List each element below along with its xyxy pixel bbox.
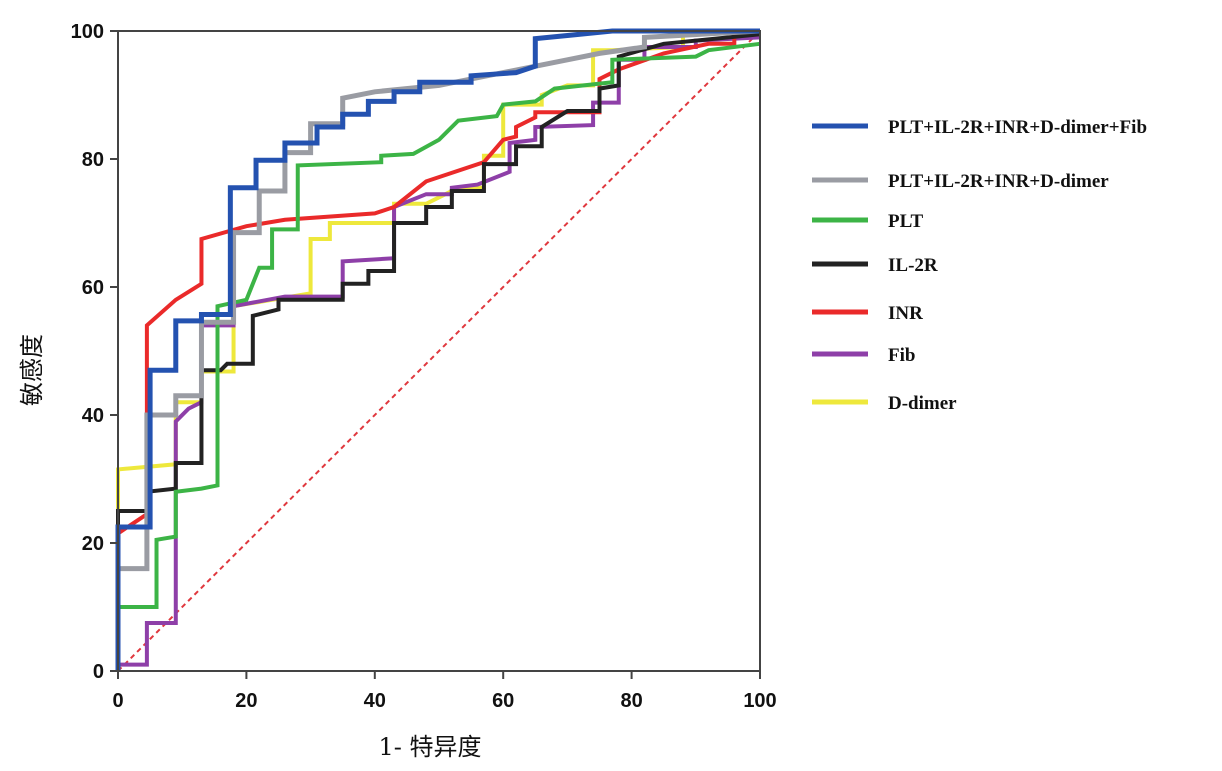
legend: PLT+IL-2R+INR+D-dimer+Fib PLT+IL-2R+INR+D… — [812, 117, 1147, 414]
y-tick-label: 40 — [82, 405, 104, 427]
y-axis-label: 敏感度 — [18, 334, 46, 406]
y-tick-label: 0 — [93, 661, 104, 683]
legend-label-1: PLT+IL-2R+INR+D-dimer — [888, 171, 1109, 192]
y-tick-label: 60 — [82, 277, 104, 299]
reference-line — [117, 30, 761, 672]
x-tick-label: 0 — [112, 690, 123, 712]
series-line-0 — [115, 28, 760, 671]
x-axis-label: 1- 特异度 — [378, 733, 481, 761]
legend-label-2: PLT — [888, 211, 924, 232]
legend-label-4: INR — [888, 303, 923, 324]
x-tick-label: 20 — [235, 690, 257, 712]
series-line-2 — [116, 41, 761, 671]
y-tick-label: 80 — [82, 149, 104, 171]
legend-label-0: PLT+IL-2R+INR+D-dimer+Fib — [888, 117, 1147, 138]
x-tick-label: 80 — [620, 690, 642, 712]
series-line-4 — [116, 32, 761, 671]
series-line-3 — [116, 32, 761, 671]
x-tick-label: 100 — [743, 690, 776, 712]
legend-label-3: IL-2R — [888, 255, 938, 276]
legend-label-6: D-dimer — [888, 393, 957, 414]
x-tick-label: 40 — [364, 690, 386, 712]
x-tick-label: 60 — [492, 690, 514, 712]
axes: 0 20 40 60 80 100 0 20 40 60 80 100 — [71, 21, 777, 712]
legend-label-5: Fib — [888, 345, 915, 366]
plot-area — [115, 28, 761, 672]
plot-frame — [117, 30, 761, 672]
series-line-1 — [115, 28, 761, 671]
y-tick-label: 100 — [71, 21, 104, 43]
y-tick-label: 20 — [82, 533, 104, 555]
